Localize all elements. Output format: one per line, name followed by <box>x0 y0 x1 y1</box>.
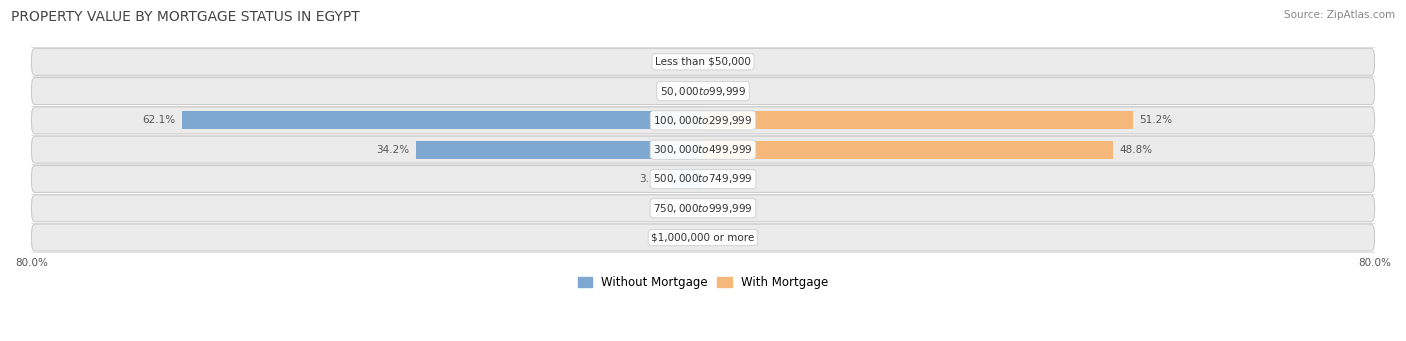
Text: $750,000 to $999,999: $750,000 to $999,999 <box>654 202 752 215</box>
Bar <box>703 111 1133 130</box>
Text: 0.0%: 0.0% <box>716 57 742 67</box>
Text: Less than $50,000: Less than $50,000 <box>655 57 751 67</box>
Bar <box>181 111 703 130</box>
Text: PROPERTY VALUE BY MORTGAGE STATUS IN EGYPT: PROPERTY VALUE BY MORTGAGE STATUS IN EGY… <box>11 10 360 24</box>
Text: 0.0%: 0.0% <box>716 233 742 242</box>
FancyBboxPatch shape <box>31 107 1375 134</box>
FancyBboxPatch shape <box>31 165 1375 192</box>
Text: 48.8%: 48.8% <box>1119 145 1153 155</box>
FancyBboxPatch shape <box>31 136 1375 163</box>
Bar <box>672 170 703 188</box>
Text: 0.0%: 0.0% <box>664 57 690 67</box>
Legend: Without Mortgage, With Mortgage: Without Mortgage, With Mortgage <box>574 271 832 294</box>
Text: $100,000 to $299,999: $100,000 to $299,999 <box>654 114 752 127</box>
FancyBboxPatch shape <box>31 224 1375 251</box>
Bar <box>416 140 703 159</box>
Text: 51.2%: 51.2% <box>1139 115 1173 125</box>
Text: Source: ZipAtlas.com: Source: ZipAtlas.com <box>1284 10 1395 20</box>
Text: $50,000 to $99,999: $50,000 to $99,999 <box>659 85 747 98</box>
Text: 0.0%: 0.0% <box>716 174 742 184</box>
FancyBboxPatch shape <box>31 195 1375 222</box>
Text: 34.2%: 34.2% <box>375 145 409 155</box>
Text: 0.0%: 0.0% <box>664 86 690 96</box>
Text: 0.0%: 0.0% <box>716 86 742 96</box>
Text: 0.0%: 0.0% <box>716 203 742 213</box>
FancyBboxPatch shape <box>31 78 1375 105</box>
Text: 3.7%: 3.7% <box>638 174 665 184</box>
Text: $500,000 to $749,999: $500,000 to $749,999 <box>654 173 752 186</box>
Text: $1,000,000 or more: $1,000,000 or more <box>651 233 755 242</box>
Bar <box>703 140 1112 159</box>
FancyBboxPatch shape <box>31 48 1375 75</box>
Text: 62.1%: 62.1% <box>142 115 174 125</box>
Text: $300,000 to $499,999: $300,000 to $499,999 <box>654 143 752 156</box>
Text: 0.0%: 0.0% <box>664 203 690 213</box>
Text: 0.0%: 0.0% <box>664 233 690 242</box>
